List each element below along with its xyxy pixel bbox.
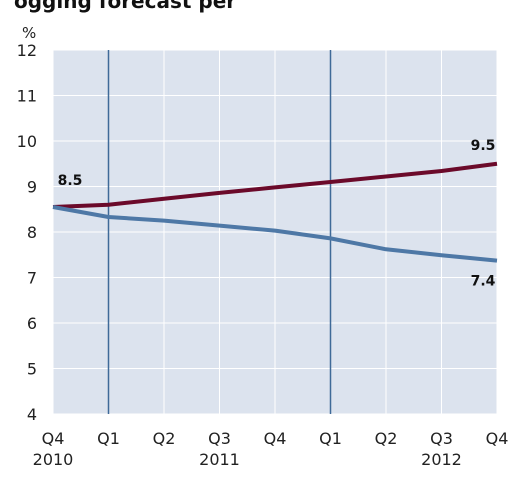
y-tick-label: 9	[27, 178, 37, 197]
y-axis-unit: %	[22, 24, 36, 42]
x-tick-label: Q4	[264, 429, 287, 448]
period-dividers	[107, 50, 332, 414]
y-tick-label: 10	[17, 132, 37, 151]
year-label: 2010	[33, 450, 74, 469]
x-tick-label: Q3	[208, 429, 231, 448]
data-label: 9.5	[471, 138, 496, 154]
series-line-1	[52, 205, 498, 263]
data-label: 7.4	[471, 274, 496, 290]
x-tick-label: Q1	[97, 429, 120, 448]
year-label: 2012	[421, 450, 462, 469]
x-tick-label: Q1	[319, 429, 342, 448]
y-tick-label: 8	[27, 223, 37, 242]
chart-title: ogging forecast per	[14, 0, 236, 13]
x-tick-label: Q4	[42, 429, 65, 448]
x-tick-label: Q4	[486, 429, 509, 448]
y-tick-label: 4	[27, 405, 37, 424]
x-tick-label: Q3	[430, 429, 453, 448]
y-tick-label: 12	[17, 41, 37, 60]
x-tick-label: Q2	[153, 429, 176, 448]
y-tick-label: 11	[17, 87, 37, 106]
x-axis-ticks: Q4 Q1 Q2 Q3 Q4 Q1 Q2 Q3 Q4	[42, 429, 509, 448]
x-axis-years: 2010 2011 2012	[33, 450, 462, 469]
y-axis-ticks: 4 5 6 7 8 9 10 11 12	[17, 41, 37, 424]
data-label: 8.5	[58, 173, 83, 189]
year-label: 2011	[199, 450, 240, 469]
x-tick-label: Q2	[375, 429, 398, 448]
y-tick-label: 7	[27, 269, 37, 288]
data-labels: 8.5 9.5 7.4	[58, 138, 496, 290]
series-group	[52, 161, 498, 263]
y-tick-label: 6	[27, 314, 37, 333]
y-tick-label: 5	[27, 360, 37, 379]
series-line-0	[52, 161, 498, 209]
